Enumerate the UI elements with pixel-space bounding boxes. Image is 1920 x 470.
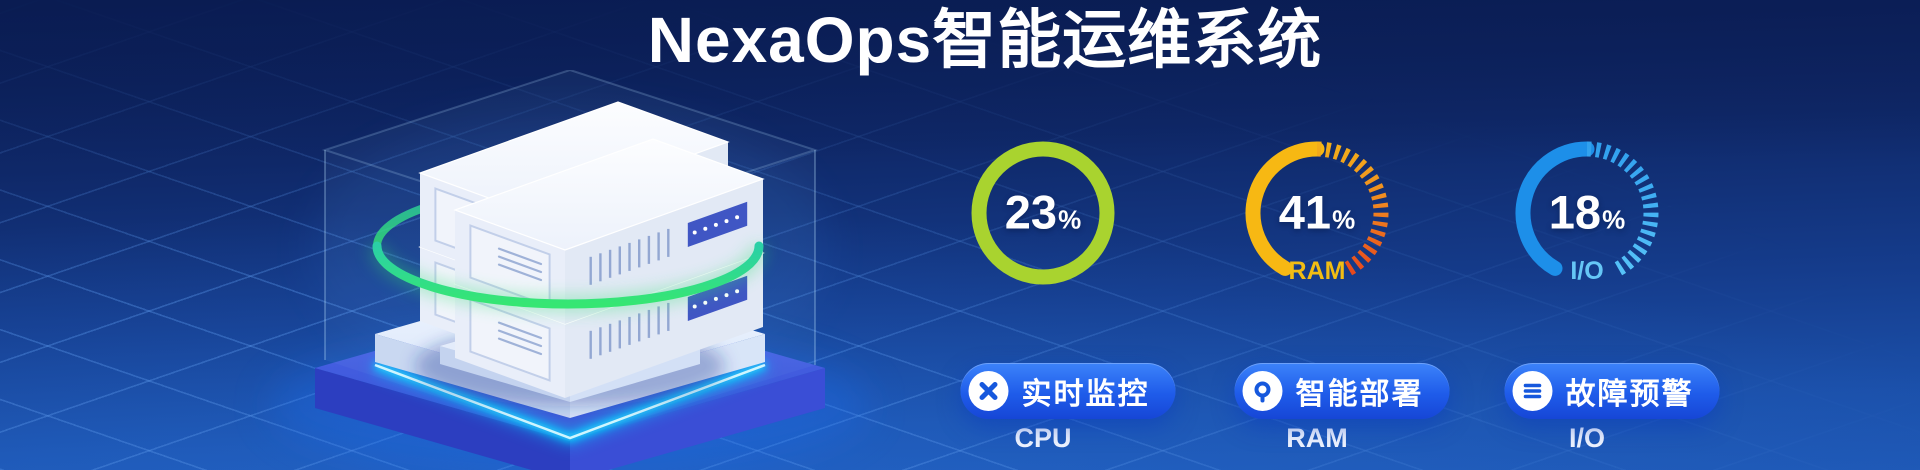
cpu-gauge: 23% <box>957 127 1129 299</box>
ram-label: RAM <box>1286 423 1348 453</box>
server-stack-illustration <box>270 70 870 470</box>
ram-ring <box>1245 141 1389 277</box>
glow-ring-front <box>369 241 767 312</box>
badge-label: 实时监控 <box>1021 378 1150 411</box>
ram-gauge: 41% RAM <box>1231 127 1403 299</box>
page-title: NexaOps智能运维系统 <box>647 4 1323 76</box>
feature-badge-fault-warning[interactable]: 故障预警 <box>1504 363 1720 419</box>
io-gauge: 18% I/O <box>1501 127 1673 299</box>
metric-column-cpu: 23% CPU 实时监控 <box>933 127 1176 452</box>
io-inner-label: I/O <box>1570 257 1604 285</box>
ram-inner-label: RAM <box>1288 257 1346 285</box>
metric-column-io: 18% I/O I/O 故障预警 <box>1477 127 1720 452</box>
metric-column-ram: 41% RAM RAM 智能部署 <box>1207 127 1450 452</box>
io-value: 18% <box>1548 185 1626 239</box>
io-ring <box>1515 141 1659 277</box>
target-pin-icon <box>1242 371 1283 411</box>
io-label: I/O <box>1568 423 1605 453</box>
cpu-value: 23% <box>1004 185 1082 239</box>
cpu-label: CPU <box>1014 423 1072 453</box>
ram-value: 41% <box>1278 185 1356 239</box>
cpu-ring <box>971 141 1115 285</box>
feature-badge-realtime-monitoring[interactable]: 实时监控 <box>960 363 1176 419</box>
feature-badge-smart-deployment[interactable]: 智能部署 <box>1234 363 1450 419</box>
badge-label: 故障预警 <box>1565 378 1694 411</box>
badge-label: 智能部署 <box>1295 378 1424 411</box>
list-lines-icon <box>1512 371 1553 411</box>
x-mark-icon <box>968 371 1009 411</box>
